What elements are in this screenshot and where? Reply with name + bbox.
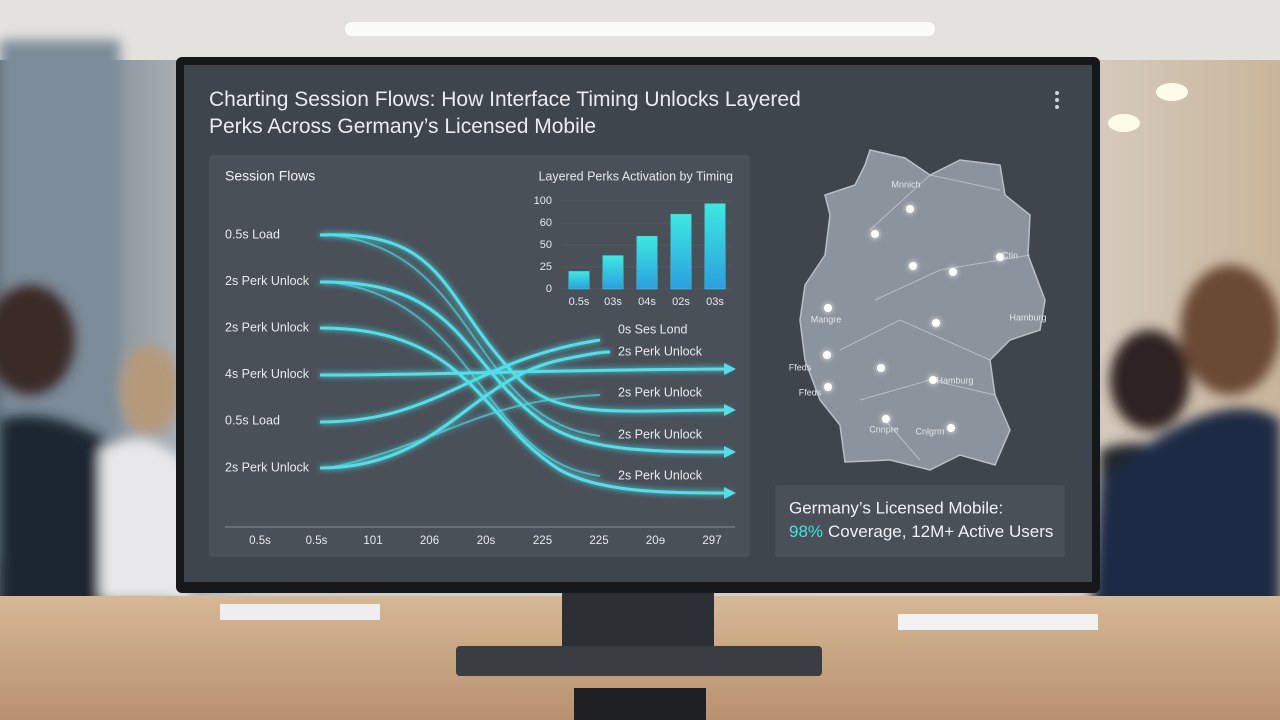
axis-label: 101	[363, 535, 382, 547]
flow-label: 4s Perk Unlock	[225, 367, 310, 381]
stats-line: Germany’s Licensed Mobile:	[789, 498, 1003, 517]
map-label: Ffeds	[799, 387, 822, 397]
map-label: Mnnich	[891, 179, 920, 189]
x-tick-label: 03s	[706, 296, 724, 308]
axis-label: 297	[702, 535, 721, 547]
x-tick-label: 04s	[638, 296, 656, 308]
chart-title: Layered Perks Activation by Timing	[538, 169, 733, 183]
y-tick-label: 0	[546, 283, 552, 295]
bar	[636, 235, 658, 290]
paper	[898, 614, 1098, 630]
monitor-base	[456, 646, 822, 676]
arrow-heads	[724, 363, 736, 499]
axis-label: 206	[420, 535, 439, 547]
map-label: Ctin	[1002, 250, 1018, 260]
map-label: Cnnpre	[869, 424, 899, 434]
y-tick-label: 100	[534, 195, 552, 207]
map-label: Ffeds	[789, 362, 812, 372]
x-tick-label: 02s	[672, 296, 690, 308]
flow-label: 0s Ses Lond	[618, 322, 688, 336]
y-tick-label: 50	[540, 239, 552, 251]
axis-label: 20ɘ	[646, 535, 665, 547]
flow-lines	[319, 233, 731, 495]
object	[574, 688, 706, 720]
map-label: Hamburg	[1009, 312, 1046, 322]
map-label: Mangre	[811, 314, 842, 324]
axis-label: 225	[533, 535, 552, 547]
monitor-stand	[562, 590, 714, 650]
y-tick-label: 60	[540, 217, 552, 229]
ceiling-light	[345, 22, 935, 36]
axis-label: 20s	[477, 535, 496, 547]
bar	[568, 271, 590, 290]
germany-map	[799, 149, 1046, 471]
flow-label: 0.5s Load	[225, 414, 280, 428]
flow-label: 2s Perk Unlock	[618, 468, 703, 482]
stats-line: 98% Coverage, 12M+ Active Users	[789, 522, 1053, 541]
axis-label: 225	[589, 535, 608, 547]
paper	[220, 604, 380, 620]
y-tick-label: 25	[540, 261, 552, 273]
page-title: Charting Session Flows: How Interface Ti…	[209, 88, 801, 138]
flow-label: 0.5s Load	[225, 227, 280, 241]
axis-label: 0.5s	[249, 535, 271, 547]
stats-text: Coverage, 12M+ Active Users	[828, 522, 1053, 541]
map-label: Cnlgrm	[915, 426, 944, 436]
bar	[602, 255, 624, 290]
spot-light	[1156, 83, 1188, 101]
x-tick-label: 0.5s	[569, 296, 590, 308]
bar	[670, 213, 692, 290]
axis-label: 0.5s	[306, 535, 328, 547]
menu-icon[interactable]	[1055, 91, 1059, 109]
map-label: Hamburg	[936, 375, 973, 385]
flow-label: 2s Perk Unlock	[618, 385, 703, 399]
stats-box	[775, 485, 1065, 557]
flow-label: 2s Perk Unlock	[225, 460, 310, 474]
stats-highlight: 98%	[789, 522, 823, 541]
bar	[704, 203, 726, 290]
flow-label: 2s Perk Unlock	[225, 320, 310, 334]
flow-label: 2s Perk Unlock	[618, 344, 703, 358]
map-borders	[839, 174, 1031, 461]
flow-label: 2s Perk Unlock	[618, 427, 703, 441]
spot-light	[1108, 114, 1140, 132]
map-nodes	[823, 205, 1004, 432]
people	[0, 265, 1280, 640]
flow-label: 2s Perk Unlock	[225, 274, 310, 288]
panel-title: Session Flows	[225, 168, 315, 184]
x-tick-label: 03s	[604, 296, 622, 308]
